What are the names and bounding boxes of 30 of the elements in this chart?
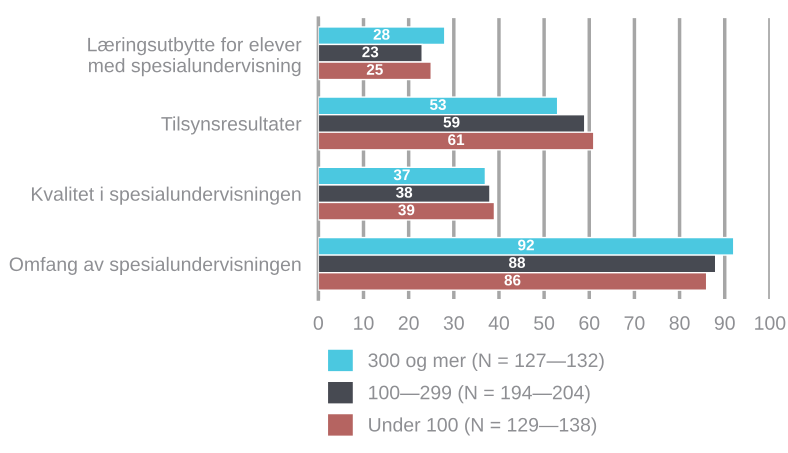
data-label: 28 <box>374 28 390 40</box>
legend-label: 300 og mer (N = 127—132) <box>368 352 604 372</box>
data-label: 88 <box>509 257 526 268</box>
x-tick-label: 50 <box>534 316 554 330</box>
x-tick-label: 100 <box>755 316 786 330</box>
data-label: 92 <box>518 240 534 250</box>
data-label: 38 <box>396 186 412 198</box>
x-tick-label: 60 <box>579 316 600 330</box>
y-tick-label: Omfang av spesialundervisningen <box>10 256 300 275</box>
y-tick-label: Tilsynsresultater <box>161 116 302 135</box>
legend-label: Under 100 (N = 129—138) <box>369 417 596 436</box>
data-label: 86 <box>504 274 520 286</box>
data-label: 61 <box>448 134 464 146</box>
data-label: 23 <box>362 46 378 58</box>
data-label: 37 <box>394 169 410 180</box>
x-tick-label: 40 <box>488 316 510 330</box>
x-tick-label: 80 <box>670 316 690 330</box>
x-tick-label: 30 <box>444 316 464 330</box>
data-label: 59 <box>444 116 460 128</box>
x-tick-label: 90 <box>714 316 735 330</box>
y-tick-label: Kvalitet i spesialundervisningen <box>32 186 300 205</box>
y-tick-label: Læringsutbytte for elever med spesialundervisning <box>88 37 302 76</box>
data-label: 25 <box>366 64 383 75</box>
data-label: 53 <box>430 99 446 110</box>
x-tick-label: 0 <box>314 316 323 330</box>
x-tick-label: 20 <box>398 316 419 330</box>
x-tick-label: 10 <box>354 316 374 330</box>
data-label: 39 <box>398 204 414 216</box>
legend-label: 100—299 (N = 194—204) <box>369 385 590 404</box>
x-tick-label: 70 <box>624 316 644 330</box>
